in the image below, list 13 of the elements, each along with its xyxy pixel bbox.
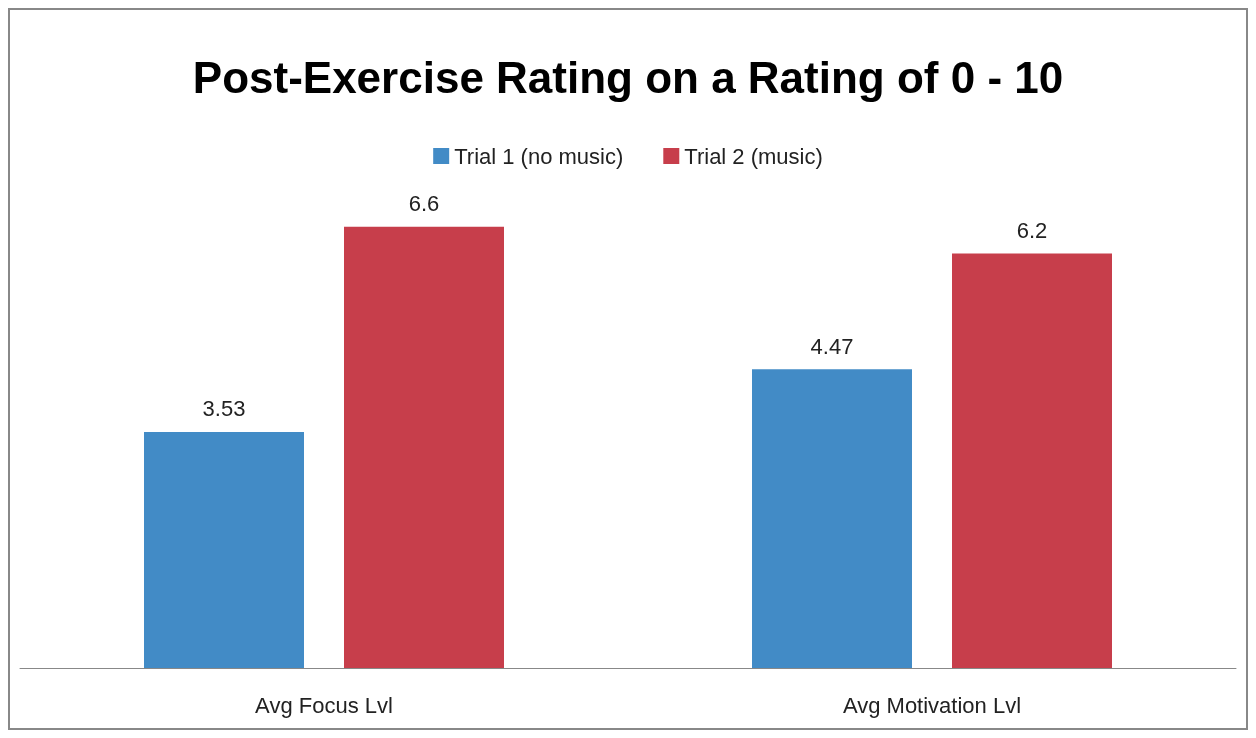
- bar: [952, 253, 1112, 668]
- chart-title: Post-Exercise Rating on a Rating of 0 - 10: [192, 52, 1064, 102]
- data-label: 6.6: [408, 191, 440, 217]
- bar: [144, 431, 304, 668]
- data-label: 4.47: [810, 333, 854, 359]
- data-label: 3.53: [202, 396, 246, 422]
- data-label: 6.2: [1016, 217, 1048, 243]
- x-tick-label: Avg Motivation Lvl: [842, 692, 1022, 718]
- legend-label: Trial 1 (no music): [454, 143, 624, 169]
- bar: [752, 369, 912, 668]
- x-tick-label: Avg Focus Lvl: [255, 692, 393, 718]
- legend-label: Trial 2 (music): [684, 143, 823, 169]
- bar: [344, 226, 504, 668]
